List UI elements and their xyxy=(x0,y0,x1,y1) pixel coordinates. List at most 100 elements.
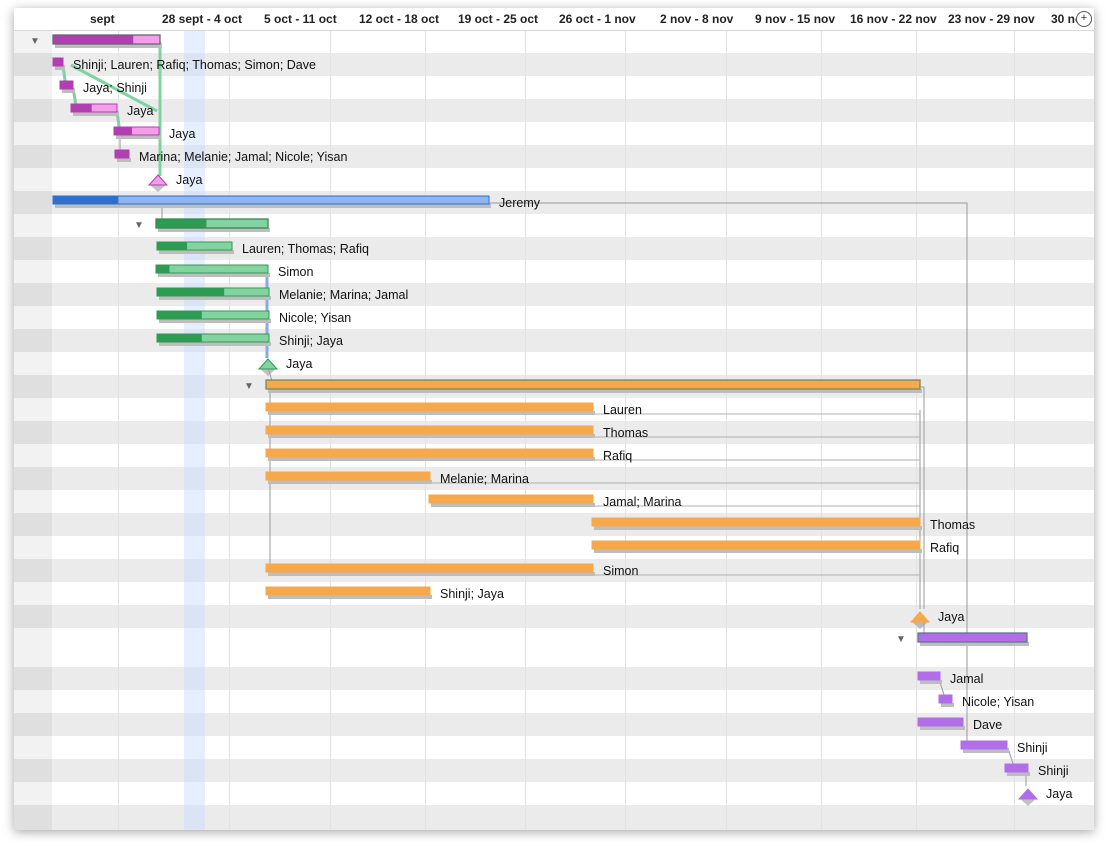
milestone-shadow xyxy=(1019,798,1037,806)
table-row xyxy=(14,53,1094,76)
task-assignee-label: Nicole; Yisan xyxy=(962,695,1034,709)
milestone-marker[interactable] xyxy=(1017,788,1039,800)
task-row-10: Simon xyxy=(155,264,313,279)
milestone-shadow xyxy=(149,184,167,192)
task-row-32: Jaya xyxy=(1017,787,1072,806)
table-row xyxy=(14,628,1094,667)
table-row xyxy=(14,237,1094,260)
bar-shadow xyxy=(431,503,595,507)
task-row-30: Shinji xyxy=(960,740,1048,755)
collapse-triangle-icon[interactable]: ▼ xyxy=(30,36,40,47)
task-bar[interactable] xyxy=(265,563,594,573)
task-row-13: Shinji; Jaya xyxy=(156,333,343,348)
task-assignee-label: Jaya xyxy=(169,127,195,141)
task-bar[interactable] xyxy=(917,717,964,727)
task-bar[interactable] xyxy=(265,402,594,412)
week-label: 26 oct - 1 nov xyxy=(559,12,636,26)
task-assignee-label: Shinji; Jaya xyxy=(279,334,343,348)
task-row-6: Jaya xyxy=(147,173,202,192)
task-bar[interactable] xyxy=(1004,763,1029,773)
bar-shadow xyxy=(73,112,119,116)
task-bar[interactable] xyxy=(591,540,921,550)
week-gridline xyxy=(916,8,917,830)
bar-shadow xyxy=(963,749,1009,753)
bar-shadow xyxy=(268,434,595,438)
table-row xyxy=(14,690,1094,713)
task-bar[interactable] xyxy=(265,448,594,458)
task-row-16: Lauren xyxy=(265,402,642,417)
outline-gutter xyxy=(14,30,52,830)
group-outline xyxy=(52,34,161,45)
task-assignee-label: Jaya; Shinji xyxy=(83,81,147,95)
task-bar[interactable] xyxy=(917,632,1028,643)
gantt-view: sept 28 sept - 4 oct 5 oct - 11 oct 12 oct … xyxy=(14,8,1094,830)
milestone-marker[interactable] xyxy=(147,174,169,186)
bar-shadow xyxy=(920,680,942,684)
task-row-9: Lauren; Thomas; Rafiq xyxy=(156,241,369,256)
task-assignee-label: Rafiq xyxy=(603,449,632,463)
week-gridline xyxy=(229,8,230,830)
task-bar[interactable] xyxy=(155,264,269,274)
bar-shadow xyxy=(55,204,491,208)
collapse-triangle-icon[interactable]: ▼ xyxy=(896,634,906,645)
task-row-14: Jaya xyxy=(257,357,312,376)
collapse-triangle-icon[interactable]: ▼ xyxy=(134,220,144,231)
task-row-22: Rafiq xyxy=(591,540,959,555)
task-row-18: Rafiq xyxy=(265,448,632,463)
task-row-21: Thomas xyxy=(591,517,975,532)
table-row xyxy=(14,260,1094,283)
task-bar[interactable] xyxy=(917,671,941,681)
task-assignee-label: Jaya xyxy=(286,357,312,371)
task-progress xyxy=(53,35,134,44)
task-progress xyxy=(71,104,92,112)
task-assignee-label: Melanie; Marina; Jamal xyxy=(279,288,408,302)
task-row-29: Dave xyxy=(917,717,1002,732)
task-assignee-label: Shinji; Jaya xyxy=(440,587,504,601)
milestone-marker[interactable] xyxy=(909,611,931,623)
table-row xyxy=(14,759,1094,782)
bar-shadow xyxy=(920,642,1029,646)
task-row-24: Shinji; Jaya xyxy=(265,586,504,601)
week-label: 12 oct - 18 oct xyxy=(359,12,440,26)
table-row xyxy=(14,605,1094,628)
task-bar[interactable] xyxy=(265,379,921,390)
task-assignee-label: Thomas xyxy=(930,518,975,532)
week-label: 28 sept - 4 oct xyxy=(162,12,243,26)
bar-shadow xyxy=(62,89,75,93)
task-row-19: Melanie; Marina xyxy=(265,471,529,486)
task-bar[interactable] xyxy=(960,740,1008,750)
zoom-in-icon[interactable]: + xyxy=(1076,11,1092,27)
task-assignee-label: Jaya xyxy=(176,173,202,187)
milestone-marker[interactable] xyxy=(257,358,279,370)
task-row-1: Shinji; Lauren; Rafiq; Thomas; Simon; Da… xyxy=(52,57,316,72)
week-gridline xyxy=(726,8,727,830)
bar-shadow xyxy=(594,549,922,553)
collapse-triangle-icon[interactable]: ▼ xyxy=(244,381,254,392)
task-bar[interactable] xyxy=(265,586,431,596)
table-row xyxy=(14,283,1094,306)
group-outline xyxy=(917,632,1028,643)
bar-shadow xyxy=(268,389,922,393)
task-assignee-label: Thomas xyxy=(603,426,648,440)
task-bar[interactable] xyxy=(265,471,431,481)
task-bar[interactable] xyxy=(591,517,921,527)
week-label: sept xyxy=(90,12,115,26)
table-row xyxy=(14,805,1094,830)
table-row xyxy=(14,99,1094,122)
task-assignee-label: Jaya xyxy=(938,610,964,624)
task-row-25: Jaya xyxy=(909,610,964,629)
week-label: 2 nov - 8 nov xyxy=(660,12,734,26)
task-progress xyxy=(53,196,119,204)
bar-shadow xyxy=(594,526,922,530)
bar-shadow xyxy=(159,342,271,346)
task-row-4: Jaya xyxy=(113,126,195,141)
table-row xyxy=(14,329,1094,352)
task-row-11: Melanie; Marina; Jamal xyxy=(156,287,408,302)
task-bar[interactable] xyxy=(428,494,594,504)
task-row-7: Jeremy xyxy=(52,195,541,210)
gantt-chart: Shinji; Lauren; Rafiq; Thomas; Simon; Da… xyxy=(52,34,1072,806)
task-bar[interactable] xyxy=(265,425,594,435)
table-row xyxy=(14,145,1094,168)
task-progress xyxy=(157,242,187,250)
task-bar[interactable] xyxy=(938,694,953,704)
